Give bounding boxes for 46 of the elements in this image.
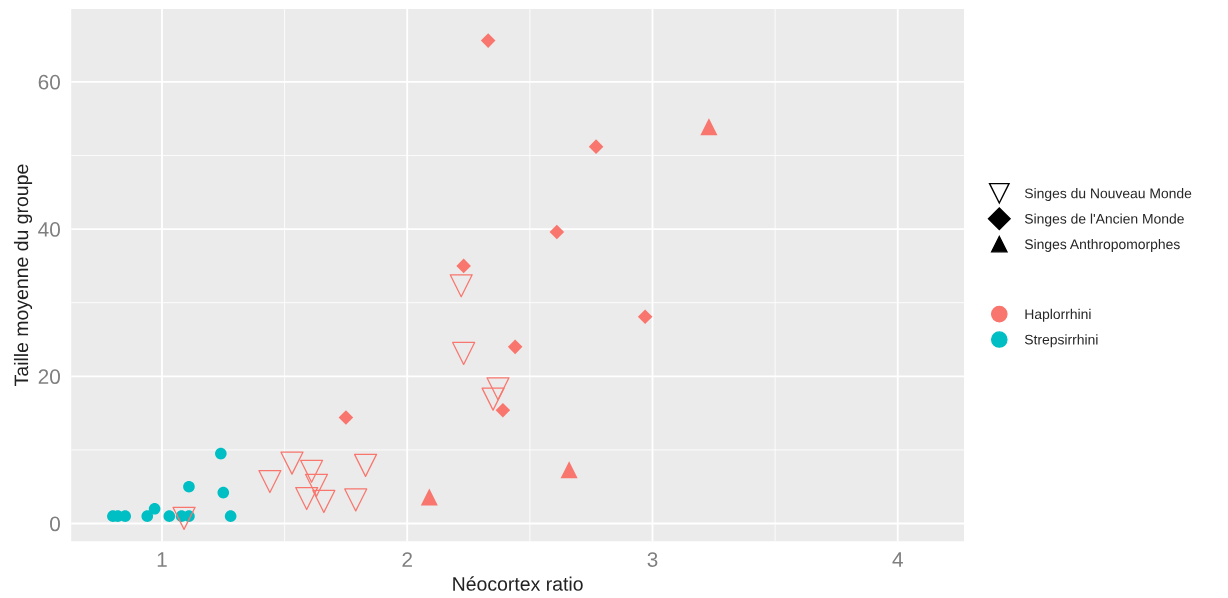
point xyxy=(280,451,304,475)
y-tick-label: 20 xyxy=(38,369,60,385)
point xyxy=(217,486,230,499)
point xyxy=(480,33,496,48)
x-axis-title: Néocortex ratio xyxy=(453,576,583,591)
text: Singes Anthropomorphes xyxy=(1024,238,1180,252)
text: Singes du Nouveau Monde xyxy=(1024,188,1192,202)
point xyxy=(507,339,523,355)
point xyxy=(637,309,653,324)
point xyxy=(588,139,604,154)
point xyxy=(312,489,336,514)
point xyxy=(172,506,196,530)
y-tick-label: 0 xyxy=(50,516,60,532)
point xyxy=(449,274,473,298)
point xyxy=(481,387,505,411)
y-axis-title: Taille moyenne du groupe xyxy=(13,164,33,386)
x-tick-label: 1 xyxy=(157,552,167,567)
point xyxy=(456,258,471,274)
legend-label: Haplorrhini xyxy=(1025,308,1091,322)
y-tick-label: 60 xyxy=(38,74,60,90)
point xyxy=(486,377,510,401)
y-tick-label: 40 xyxy=(38,222,60,237)
point xyxy=(148,502,161,515)
point xyxy=(495,402,511,418)
point xyxy=(452,341,476,366)
x-tick-label: 4 xyxy=(892,552,903,567)
point xyxy=(338,410,354,425)
point xyxy=(700,118,718,136)
text: Singes de l'Ancien Monde xyxy=(1024,213,1184,227)
point xyxy=(549,224,565,240)
point xyxy=(183,480,195,493)
point xyxy=(258,469,282,494)
point xyxy=(295,486,319,511)
point xyxy=(299,459,324,483)
point xyxy=(141,510,154,522)
point xyxy=(420,488,438,506)
x-tick-label: 2 xyxy=(402,552,412,567)
point xyxy=(560,461,578,479)
x-tick-label: 3 xyxy=(647,552,658,567)
point xyxy=(163,510,176,522)
point xyxy=(344,488,368,512)
point xyxy=(304,473,329,497)
point xyxy=(353,453,378,477)
point xyxy=(215,447,227,460)
point xyxy=(224,510,237,522)
legend-label: Strepsirrhini xyxy=(1024,334,1098,348)
